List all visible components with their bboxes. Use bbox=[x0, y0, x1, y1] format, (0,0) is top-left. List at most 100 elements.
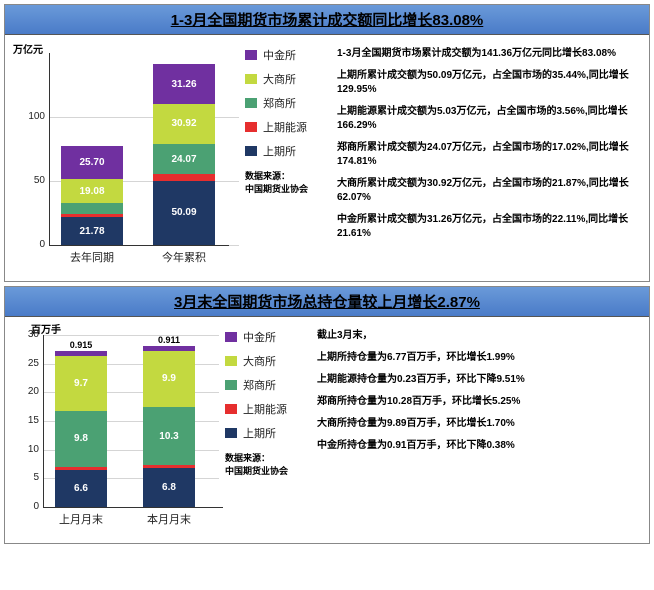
legend-item-zhengshang: 郑商所 bbox=[225, 377, 303, 393]
note-line: 大商所持仓量为9.89百万手，环比增长1.70% bbox=[317, 417, 641, 431]
source-label-b1: 中国期货业协会 bbox=[245, 184, 308, 194]
legend-item-zhongjin: 中金所 bbox=[225, 329, 303, 345]
bar-value-label: 31.26 bbox=[171, 79, 196, 90]
legend-swatch-zhengshang bbox=[245, 98, 257, 108]
legend-1: 中金所大商所郑商所上期能源上期所 数据来源： 中国期货业协会 bbox=[239, 41, 329, 271]
category-label: 上月月末 bbox=[55, 511, 107, 527]
legend-item-shangqi: 上期所 bbox=[245, 143, 323, 159]
legend-item-shangqineng: 上期能源 bbox=[225, 401, 303, 417]
bar-seg-shangqi: 50.09 bbox=[153, 181, 215, 245]
bar-value-label: 30.92 bbox=[171, 118, 196, 129]
legend-item-shangqi: 上期所 bbox=[225, 425, 303, 441]
legend-swatch-zhengshang bbox=[225, 380, 237, 390]
bar-seg-zhengshang: 24.07 bbox=[153, 144, 215, 175]
legend-item-zhengshang: 郑商所 bbox=[245, 95, 323, 111]
legend-label-zhengshang: 郑商所 bbox=[263, 95, 296, 111]
bar-stack: 21.781.898.7619.0825.70 bbox=[61, 146, 123, 245]
legend-swatch-shangqineng bbox=[245, 122, 257, 132]
bar-value-label: 0.915 bbox=[55, 340, 107, 350]
chart-col-1: 万亿元 05010021.781.898.7619.0825.70去年同期50.… bbox=[9, 41, 239, 271]
content-1: 万亿元 05010021.781.898.7619.0825.70去年同期50.… bbox=[5, 35, 649, 281]
y-tick: 100 bbox=[9, 111, 45, 122]
note-line: 上期能源持仓量为0.23百万手，环比下降9.51% bbox=[317, 373, 641, 387]
bar-stack: 50.09 5.03 24.07 30.92 31.26 bbox=[153, 64, 215, 245]
chart-area-2: 0 5 10 15 20 25 30 6.6 0.253 9.8 9.7 0.915 上月月末 6.8 0.… bbox=[9, 323, 219, 533]
note-line: 上期所累计成交额为50.09万亿元，占全国市场的35.44%,同比增长129.9… bbox=[337, 69, 641, 97]
legend-label-shangqineng: 上期能源 bbox=[243, 401, 287, 417]
legend-swatch-dashang bbox=[245, 74, 257, 84]
bar-value-label: 24.07 bbox=[171, 154, 196, 165]
bar-seg-zhongjin: 0.915 bbox=[55, 351, 107, 356]
note-line: 上期能源累计成交额为5.03万亿元，占全国市场的3.56%,同比增长166.29… bbox=[337, 105, 641, 133]
y-tick: 0 bbox=[9, 501, 39, 512]
category-label: 本月月末 bbox=[143, 511, 195, 527]
y-tick: 25 bbox=[9, 358, 39, 369]
source-2: 数据来源： 中国期货业协会 bbox=[225, 451, 303, 477]
bar-value-label: 50.09 bbox=[171, 207, 196, 218]
bar-value-label: 25.70 bbox=[79, 157, 104, 168]
bar-seg-shangqi: 6.8 bbox=[143, 468, 195, 507]
source-1: 数据来源： 中国期货业协会 bbox=[245, 169, 323, 195]
y-tick: 5 bbox=[9, 472, 39, 483]
legend-label-zhongjin: 中金所 bbox=[263, 47, 296, 63]
bar-seg-zhengshang: 9.8 bbox=[55, 411, 107, 467]
bar-value-label: 9.8 bbox=[74, 433, 88, 444]
source-label-b2: 中国期货业协会 bbox=[225, 466, 288, 476]
y-tick: 15 bbox=[9, 415, 39, 426]
note-line: 大商所累计成交额为30.92万亿元，占全国市场的21.87%,同比增长62.07… bbox=[337, 177, 641, 205]
bar-value-label: 21.78 bbox=[79, 226, 104, 237]
legend-label-shangqi: 上期所 bbox=[263, 143, 296, 159]
chart-col-2: 百万手 0510152025306.60.2539.89.70.915上月月末6… bbox=[9, 323, 219, 533]
legend-item-dashang: 大商所 bbox=[245, 71, 323, 87]
category-label: 今年累积 bbox=[153, 249, 215, 265]
note-line: 中金所累计成交额为31.26万亿元，占全国市场的22.11%,同比增长21.61… bbox=[337, 213, 641, 241]
bar-seg-dashang: 9.7 bbox=[55, 356, 107, 411]
bar-value-label: 6.6 bbox=[74, 483, 88, 494]
bar-value-label: 19.08 bbox=[79, 186, 104, 197]
note-line: 郑商所持仓量为10.28百万手，环比增长5.25% bbox=[317, 395, 641, 409]
legend-item-shangqineng: 上期能源 bbox=[245, 119, 323, 135]
bar-seg-dashang: 30.92 bbox=[153, 104, 215, 144]
bar-seg-zhongjin: 31.26 bbox=[153, 64, 215, 104]
chart-area-1: 05010021.781.898.7619.0825.70去年同期50.095.… bbox=[9, 41, 239, 271]
y-tick: 0 bbox=[9, 239, 45, 250]
legend-swatch-shangqineng bbox=[225, 404, 237, 414]
panel-openinterest: 3月末全国期货市场总持仓量较上月增长2.87% 百万手 051015202530… bbox=[4, 286, 650, 544]
title-bar-2: 3月末全国期货市场总持仓量较上月增长2.87% bbox=[5, 287, 649, 317]
bar-stack: 6.80.22910.39.90.911 bbox=[143, 346, 195, 507]
bar-seg-zhengshang: 8.76 bbox=[61, 203, 123, 214]
note-line: 截止3月末， bbox=[317, 329, 641, 343]
y-tick: 20 bbox=[9, 386, 39, 397]
note-line: 郑商所累计成交额为24.07万亿元，占全国市场的17.02%,同比增长174.8… bbox=[337, 141, 641, 169]
content-2: 百万手 0510152025306.60.2539.89.70.915上月月末6… bbox=[5, 317, 649, 543]
note-line: 上期所持仓量为6.77百万手，环比增长1.99% bbox=[317, 351, 641, 365]
y-tick: 10 bbox=[9, 444, 39, 455]
bar-value-label: 9.7 bbox=[74, 378, 88, 389]
bar-seg-shangqi: 21.78 bbox=[61, 217, 123, 245]
legend-label-shangqi: 上期所 bbox=[243, 425, 276, 441]
title-bar-1: 1-3月全国期货市场累计成交额同比增长83.08% bbox=[5, 5, 649, 35]
category-label: 去年同期 bbox=[61, 249, 123, 265]
bar-seg-dashang: 19.08 bbox=[61, 179, 123, 203]
y-tick: 50 bbox=[9, 175, 45, 186]
bar-value-label: 6.8 bbox=[162, 482, 176, 493]
bar-seg-zhengshang: 10.3 bbox=[143, 407, 195, 465]
legend-label-zhongjin: 中金所 bbox=[243, 329, 276, 345]
legend-label-zhengshang: 郑商所 bbox=[243, 377, 276, 393]
bar-seg-zhongjin: 25.70 bbox=[61, 146, 123, 179]
bar-value-label: 10.3 bbox=[159, 431, 178, 442]
bar-seg-dashang: 9.9 bbox=[143, 351, 195, 407]
bar-stack: 6.6 0.253 9.8 9.7 0.915 bbox=[55, 351, 107, 507]
legend-swatch-zhongjin bbox=[225, 332, 237, 342]
legend-label-dashang: 大商所 bbox=[263, 71, 296, 87]
legend-label-dashang: 大商所 bbox=[243, 353, 276, 369]
legend-item-dashang: 大商所 bbox=[225, 353, 303, 369]
bar-seg-shangqineng: 5.03 bbox=[153, 174, 215, 180]
source-label-a2: 数据来源： bbox=[225, 453, 270, 463]
legend-swatch-shangqi bbox=[245, 146, 257, 156]
legend-swatch-dashang bbox=[225, 356, 237, 366]
source-label-a1: 数据来源： bbox=[245, 171, 290, 181]
y-tick: 30 bbox=[9, 329, 39, 340]
bar-seg-shangqineng: 0.253 bbox=[55, 467, 107, 470]
bar-seg-zhongjin: 0.911 bbox=[143, 346, 195, 351]
